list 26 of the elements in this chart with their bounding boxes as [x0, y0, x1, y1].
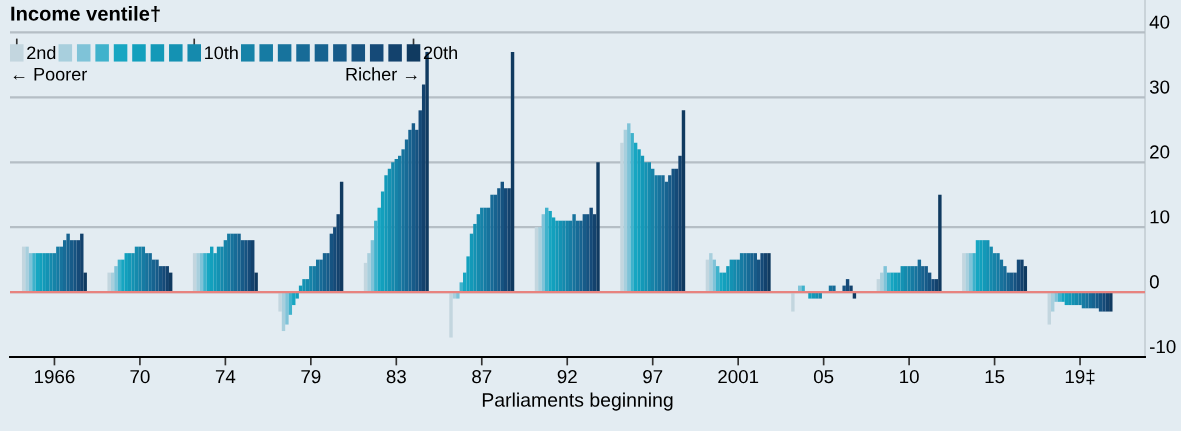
- annotation: Richer →: [346, 67, 417, 81]
- y-tick-label: 20: [1150, 145, 1170, 159]
- y-tick-label: 40: [1149, 15, 1170, 29]
- annotation: ← Poorer: [13, 68, 87, 81]
- x-tick-label: 15: [985, 370, 1005, 384]
- y-tick-label: -10: [1150, 340, 1176, 354]
- legend-title: Income ventile†: [11, 6, 160, 22]
- x-tick-label: 87: [472, 370, 492, 384]
- y-tick-label: 10: [1150, 210, 1170, 224]
- legend-label: 20th: [423, 45, 457, 60]
- legend-label: 10th: [205, 45, 238, 60]
- x-tick-label: 70: [130, 370, 150, 384]
- legend-label: 2nd: [27, 45, 56, 60]
- x-tick-label: 19‡: [1065, 369, 1095, 385]
- x-tick-label: 2001: [718, 370, 759, 384]
- y-tick-label: 30: [1149, 80, 1170, 94]
- x-tick-label: 97: [643, 370, 663, 384]
- x-tick-label: 83: [386, 370, 406, 384]
- x-tick-label: 1966: [35, 370, 75, 384]
- x-tick-label: 10: [900, 370, 919, 384]
- x-tick-label: 79: [301, 370, 321, 384]
- x-tick-label: 74: [215, 370, 236, 384]
- x-tick-label: 92: [557, 370, 577, 384]
- y-tick-label: 0: [1149, 275, 1159, 289]
- x-tick-label: 05: [813, 370, 834, 384]
- x-axis-title: Parliaments beginning: [482, 392, 673, 411]
